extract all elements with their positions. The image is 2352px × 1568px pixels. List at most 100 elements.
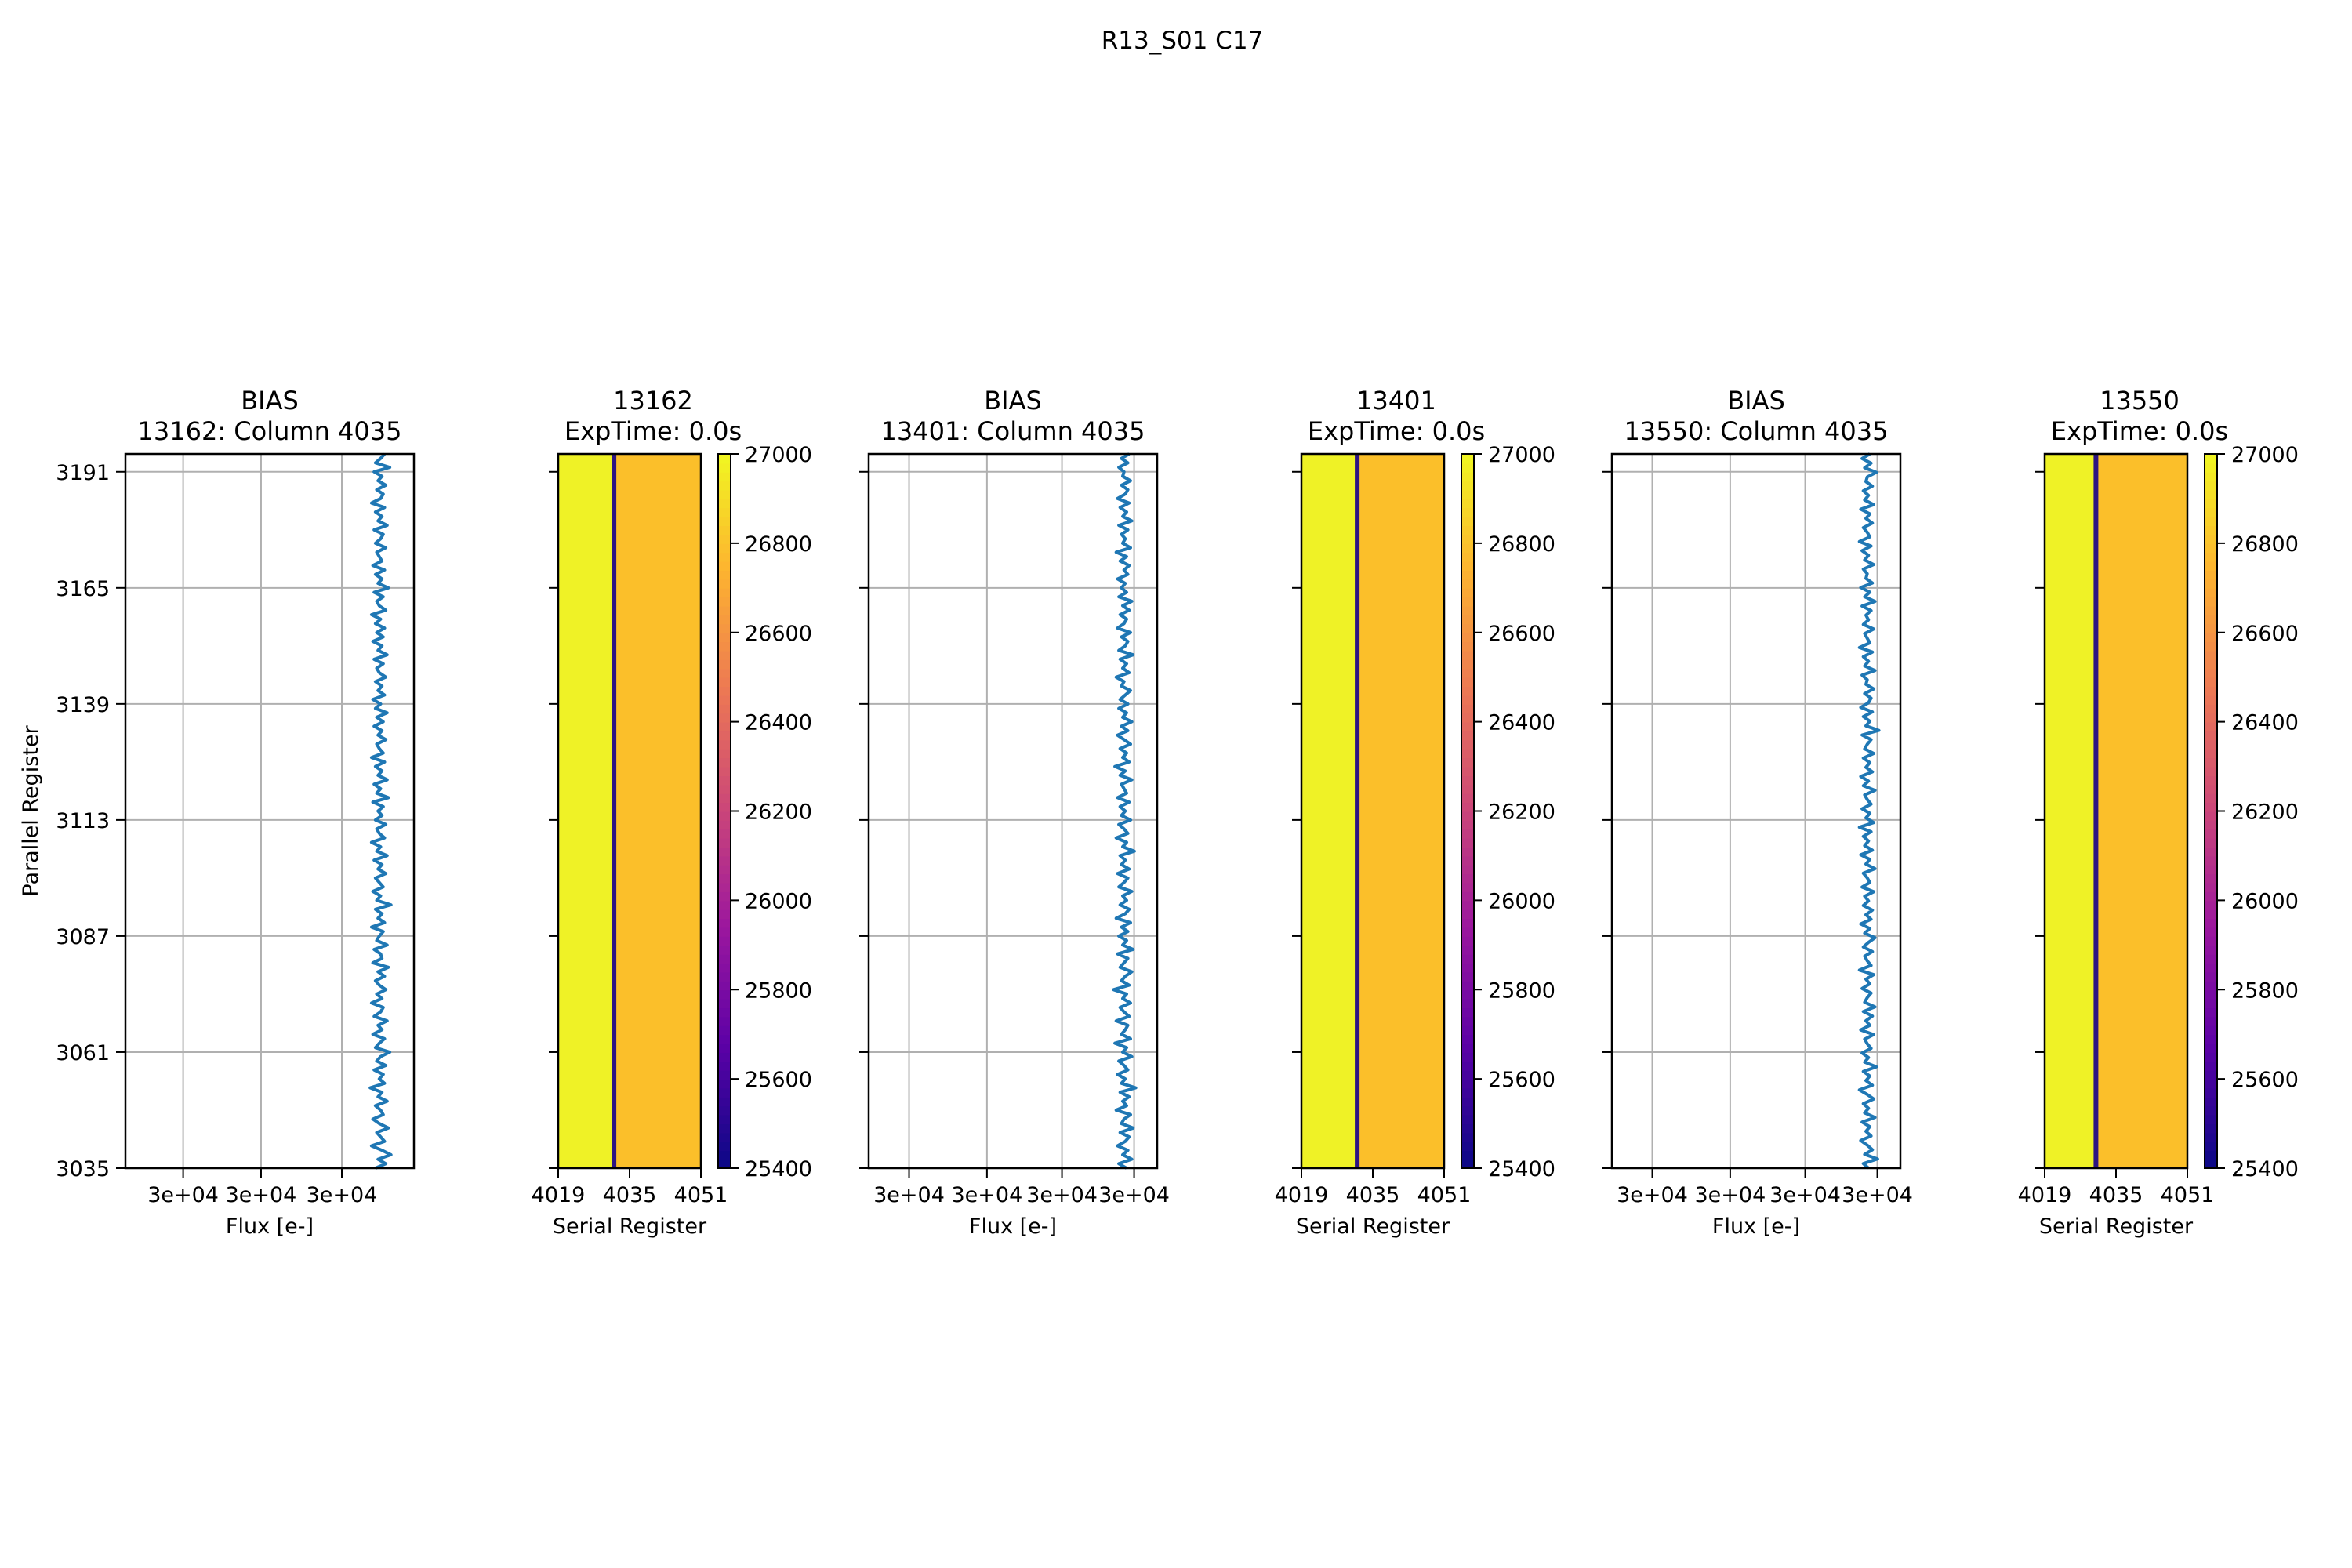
colorbar-segment [2205,614,2217,625]
colorbar-segment [2205,811,2217,821]
colorbar-segment [1461,731,1474,741]
colorbar-segment [1461,623,1474,633]
x-axis-label: Flux [e-] [969,1214,1057,1239]
colorbar-segment [2205,641,2217,652]
colorbar-segment [2205,766,2217,776]
panel-title: 13550 [2100,386,2180,416]
colorbar-segment [1461,1114,1474,1125]
colorbar-segment [1461,597,1474,607]
low-column-stripe [2093,454,2099,1168]
x-axis-label: Serial Register [553,1214,707,1239]
x-tick-label: 4035 [1346,1183,1400,1207]
colorbar-segment [718,873,731,884]
x-tick-label: 4035 [603,1183,657,1207]
axes-frame [867,452,1159,1170]
colorbar-segment [1461,516,1474,527]
colorbar-segment [1461,837,1474,848]
x-tick-label: 3e+04 [873,1183,945,1207]
colorbar-segment [1461,525,1474,535]
colorbar-segment [2205,703,2217,714]
colorbar-segment [1461,561,1474,572]
colorbar-segment [2205,481,2217,491]
colorbar-segment [718,1051,731,1062]
colorbar-segment [2205,945,2217,955]
colorbar-segment [2205,1105,2217,1116]
colorbar-segment [718,659,731,670]
colorbar-segment [718,695,731,705]
colorbar-segment [718,1114,731,1125]
colorbar-tick-label: 25400 [745,1157,812,1181]
colorbar-segment [718,793,731,804]
colorbar-segment [1461,1079,1474,1089]
colorbar-segment [1461,775,1474,786]
colorbar-segment [1461,605,1474,615]
colorbar-segment [718,454,731,464]
colorbar-segment [2205,668,2217,678]
colorbar-segment [718,882,731,892]
colorbar-segment [718,534,731,544]
colorbar-segment [1461,695,1474,705]
colorbar-segment [2205,1061,2217,1071]
image-region-right [614,454,701,1168]
panel-subtitle: 13550: Column 4035 [1624,416,1889,446]
colorbar-segment [1461,1043,1474,1053]
colorbar-segment [1461,935,1474,946]
x-tick-label: 3e+04 [1769,1183,1841,1207]
low-column-stripe [1355,454,1360,1168]
colorbar-segment [2205,534,2217,544]
colorbar-segment [1461,998,1474,1009]
colorbar-segment [1461,793,1474,804]
colorbar-segment [718,855,731,866]
colorbar-segment [2205,570,2217,580]
colorbar-segment [718,713,731,723]
colorbar-tick-label: 25800 [745,978,812,1003]
colorbar-segment [718,1141,731,1152]
colorbar-segment [718,489,731,499]
colorbar-segment [2205,454,2217,464]
flux-profile-line [1112,452,1138,1170]
colorbar-segment [1461,1051,1474,1062]
colorbar-segment [2205,471,2217,482]
colorbar-segment [2205,579,2217,589]
colorbar-segment [718,721,731,732]
colorbar-segment [1461,650,1474,660]
colorbar-tick-label: 26400 [745,711,812,735]
panel-subtitle: 13401: Column 4035 [881,416,1145,446]
colorbar-segment [2205,489,2217,499]
colorbar-tick-label: 26000 [1488,889,1555,913]
colorbar-segment [2205,561,2217,572]
colorbar-segment [1461,463,1474,473]
colorbar-segment [2205,989,2217,1000]
colorbar-tick-label: 25400 [1488,1157,1555,1181]
colorbar-segment [1461,971,1474,982]
colorbar-segment [718,864,731,875]
colorbar-segment [718,748,731,759]
colorbar-segment [2205,498,2217,509]
colorbar-segment [2205,775,2217,786]
colorbar-segment [2205,1007,2217,1018]
colorbar-segment [718,819,731,830]
colorbar-tick-label: 25800 [2231,978,2299,1003]
y-axis-label: Parallel Register [19,725,43,897]
colorbar-segment [2205,855,2217,866]
colorbar-segment [718,1087,731,1098]
colorbar-segment [718,963,731,973]
colorbar-segment [718,1043,731,1053]
colorbar-segment [1461,1016,1474,1026]
colorbar-segment [1461,784,1474,794]
colorbar-segment [1461,819,1474,830]
colorbar-segment [2205,918,2217,928]
colorbar-tick-label: 26200 [1488,800,1555,825]
colorbar-segment [2205,1114,2217,1125]
colorbar-segment [718,481,731,491]
colorbar-segment [718,668,731,678]
colorbar-segment [718,971,731,982]
colorbar-segment [2205,935,2217,946]
colorbar-segment [718,677,731,688]
colorbar-segment [718,703,731,714]
colorbar-segment [718,775,731,786]
